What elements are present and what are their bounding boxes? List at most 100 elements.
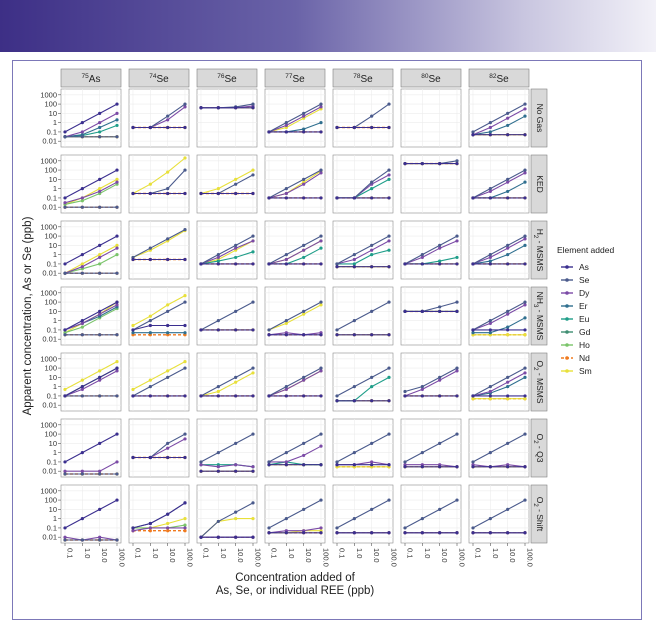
data-point-As [251, 106, 255, 110]
panel-o2q3-78Se [332, 418, 394, 478]
legend-label-Er: Er [579, 301, 588, 311]
series-line-Se [336, 367, 390, 397]
data-point-Se [455, 159, 459, 163]
y-tick-label: 0.01 [42, 467, 57, 476]
data-point-Er [523, 114, 527, 118]
data-point-Dy [319, 239, 323, 243]
data-point-Sm [166, 303, 170, 307]
data-point-As [319, 262, 323, 266]
data-point-Sm [115, 359, 119, 364]
data-point-Dy [488, 189, 492, 194]
data-point-As [352, 333, 356, 337]
series-line-Sm [64, 361, 118, 390]
data-point-As [284, 196, 288, 200]
x-tick-label: 1.0 [219, 548, 228, 558]
data-point-Se [387, 234, 391, 238]
data-point-Se [63, 538, 67, 542]
data-point-Sm [183, 156, 187, 160]
series-line-Sm [132, 230, 186, 258]
data-point-Er [506, 325, 510, 329]
column-mass-number: 75 [82, 73, 90, 80]
series-line-Se [200, 433, 254, 463]
data-point-Dy [506, 312, 510, 316]
data-point-As [420, 262, 424, 266]
x-tick-label: 0.1 [270, 548, 279, 558]
column-element-symbol: Se [157, 74, 170, 85]
column-mass-number: 77 [285, 73, 293, 80]
data-point-Se [80, 333, 84, 337]
series-line-Eu [200, 251, 254, 265]
panel-h2-77Se [264, 220, 326, 280]
series-line-Dy [472, 372, 526, 397]
data-point-Er [471, 331, 475, 335]
data-point-As [302, 196, 306, 200]
data-point-As [335, 265, 339, 269]
panel-border [332, 88, 394, 148]
data-point-As [335, 333, 339, 337]
data-point-Se [471, 526, 475, 530]
data-point-Se [387, 102, 391, 106]
data-point-Se [488, 517, 492, 521]
data-point-Er [115, 118, 119, 122]
data-point-Dy [506, 180, 510, 184]
data-point-Se [420, 451, 424, 455]
data-point-Se [302, 375, 306, 379]
data-point-As [148, 191, 152, 196]
data-point-As [131, 125, 135, 130]
data-point-As [403, 309, 407, 313]
data-point-Dy [284, 460, 288, 464]
series-line-Sm [268, 304, 322, 331]
data-point-Se [63, 333, 67, 337]
data-point-As [115, 300, 119, 304]
data-point-As [115, 432, 119, 436]
data-point-Dy [420, 255, 424, 260]
data-point-As [284, 531, 288, 535]
data-point-As [63, 130, 67, 134]
legend-swatch-point [565, 317, 569, 321]
series-line-Dy [472, 172, 526, 199]
data-point-As [319, 130, 323, 134]
data-point-As [335, 399, 339, 403]
data-point-Se [302, 243, 306, 247]
row-label-o2q3: O2 - Q3 [532, 434, 544, 463]
row-strip-nogas [530, 88, 548, 148]
data-point-Dy [98, 469, 102, 473]
data-point-Se [370, 114, 374, 118]
series-line-Dy [268, 240, 322, 265]
column-strip-76Se [196, 68, 258, 88]
data-point-As [506, 531, 510, 535]
y-tick-label: 1000 [40, 354, 57, 363]
data-point-As [335, 196, 339, 200]
data-point-Se [267, 460, 271, 464]
series-line-Se [404, 235, 458, 265]
data-point-Se [284, 121, 288, 125]
data-point-As [234, 469, 238, 473]
data-point-Dy [438, 378, 442, 382]
data-point-Dy [98, 378, 102, 382]
legend-swatch-point [565, 265, 569, 269]
data-point-Se [148, 246, 152, 250]
data-point-As [455, 161, 459, 166]
data-point-As [319, 463, 323, 467]
data-point-Dy [115, 369, 119, 373]
data-point-Sm [506, 333, 510, 337]
column-label-78Se: 78Se [353, 73, 373, 85]
data-point-As [302, 130, 306, 134]
data-point-As [438, 394, 442, 398]
column-label-82Se: 82Se [489, 73, 509, 85]
series-line-Se [132, 301, 186, 331]
panel-nh3-76Se [196, 286, 258, 346]
data-point-Dy [319, 526, 323, 530]
data-point-Se [488, 385, 492, 389]
data-point-Sm [148, 182, 152, 186]
data-point-As [199, 262, 203, 266]
data-point-Se [488, 121, 492, 125]
data-point-Dy [284, 257, 288, 262]
data-point-As [80, 253, 84, 257]
data-point-Dy [302, 453, 306, 458]
series-line-Se [472, 235, 526, 265]
legend-title: Element added [557, 245, 614, 255]
data-point-Se [335, 328, 339, 332]
series-line-Dy [64, 536, 118, 541]
data-point-Eu [370, 187, 374, 191]
